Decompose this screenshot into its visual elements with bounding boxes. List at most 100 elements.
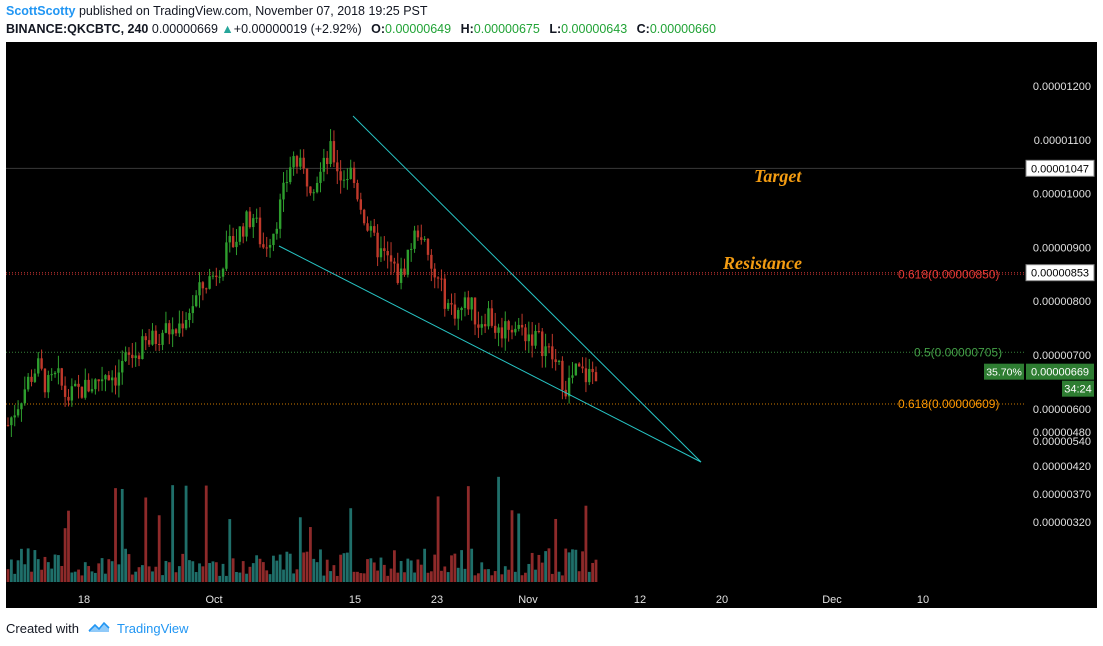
volume-bar — [490, 575, 494, 582]
candle-body — [144, 336, 147, 341]
volume-bar — [137, 567, 141, 582]
candle-body — [578, 363, 581, 367]
candle-body — [74, 383, 77, 387]
annotation-target: Target — [754, 166, 802, 186]
volume-bar — [151, 571, 154, 582]
chart-canvas[interactable]: Target Resistance 0.618(0.00000850) 0.5(0… — [6, 42, 1097, 608]
volume-bar — [36, 559, 40, 582]
annotation-resistance: Resistance — [722, 253, 802, 273]
candle-body — [268, 245, 272, 248]
candle-body — [494, 325, 497, 333]
volume-bar — [396, 572, 400, 582]
candle-body — [147, 340, 151, 345]
candle-body — [218, 276, 221, 278]
volume-bar — [352, 571, 356, 582]
volume-bar — [507, 569, 511, 582]
author-name[interactable]: ScottScotty — [6, 4, 76, 18]
volume-bar — [520, 575, 524, 582]
candle-body — [389, 255, 393, 262]
candle-body — [63, 385, 67, 397]
volume-bar — [480, 562, 484, 582]
volume-bar — [261, 562, 265, 582]
volume-bar — [581, 551, 584, 582]
volume-bar — [436, 496, 440, 582]
candle-body — [362, 209, 366, 224]
current-price-label: 0.00000669 — [1031, 367, 1089, 379]
candle-body — [127, 352, 131, 355]
candle-body — [423, 238, 426, 240]
volume-bar — [369, 558, 373, 582]
volume-bar — [567, 552, 571, 582]
candle-body — [77, 383, 80, 387]
candle-body — [527, 334, 530, 342]
volume-bar — [245, 573, 248, 582]
volume-bar — [453, 553, 457, 582]
volume-bar — [456, 567, 460, 582]
price-tick-label: 0.00000600 — [1033, 404, 1091, 416]
up-arrow-icon: ▲ — [221, 22, 234, 36]
volume-bar — [241, 561, 245, 582]
volume-bar — [211, 561, 215, 582]
candle-body — [544, 346, 547, 357]
volume-bar — [433, 554, 437, 582]
volume-bar — [208, 563, 211, 582]
chart-panel[interactable]: Target Resistance 0.618(0.00000850) 0.5(0… — [6, 42, 1097, 608]
candle-body — [443, 278, 446, 309]
price-label-2: 0.00000853 — [1031, 268, 1089, 280]
date-tick-label: 10 — [917, 594, 929, 606]
volume-bar — [107, 559, 111, 582]
symbol-label[interactable]: BINANCE:QKCBTC, 240 — [6, 22, 149, 36]
volume-bar — [594, 559, 598, 582]
candle-body — [6, 424, 10, 426]
candle-body — [201, 282, 205, 289]
candle-body — [23, 389, 26, 404]
volume-bar — [557, 571, 561, 582]
volume-bar — [440, 570, 443, 582]
candle-body — [436, 277, 440, 279]
candle-body — [416, 230, 420, 238]
volume-bar — [248, 566, 252, 582]
volume-bar — [265, 570, 269, 582]
candle-body — [460, 308, 463, 311]
volume-bar — [537, 554, 541, 582]
volume-bar — [60, 565, 64, 582]
candle-body — [510, 329, 514, 333]
candle-body — [440, 278, 443, 280]
tradingview-brand-link[interactable]: TradingView — [116, 621, 189, 636]
candle-body — [258, 217, 262, 245]
volume-bar — [114, 488, 117, 582]
volume-bar — [463, 568, 467, 582]
candle-body — [530, 334, 534, 346]
ohlc-low-value: 0.00000643 — [561, 22, 628, 36]
candle-body — [215, 275, 218, 278]
candle-body — [225, 242, 228, 269]
candle-body — [10, 417, 13, 426]
volume-bar — [493, 571, 497, 582]
candle-body — [453, 304, 457, 319]
candle-body — [426, 238, 430, 255]
volume-bar — [184, 485, 188, 582]
candle-body — [194, 295, 198, 307]
candle-body — [329, 141, 332, 165]
candle-body — [332, 141, 336, 163]
candle-body — [500, 327, 504, 339]
candle-body — [181, 323, 184, 329]
candle-body — [164, 323, 168, 333]
price-tick-label: 0.00001100 — [1034, 135, 1091, 147]
volume-bar — [376, 570, 379, 582]
volume-bar — [550, 573, 554, 582]
volume-bar — [16, 560, 20, 582]
volume-bar — [503, 566, 507, 582]
volume-bar — [275, 560, 279, 582]
volume-bar — [574, 549, 578, 582]
candle-body — [450, 303, 453, 305]
volume-bar — [127, 554, 131, 582]
candle-body — [477, 324, 480, 328]
candle-body — [302, 157, 305, 169]
candle-body — [312, 192, 315, 194]
ohlc-high-value: 0.00000675 — [473, 22, 540, 36]
candle-body — [245, 211, 248, 237]
volume-bar — [335, 575, 339, 582]
volume-bar — [305, 551, 309, 582]
volume-bar — [57, 555, 60, 582]
